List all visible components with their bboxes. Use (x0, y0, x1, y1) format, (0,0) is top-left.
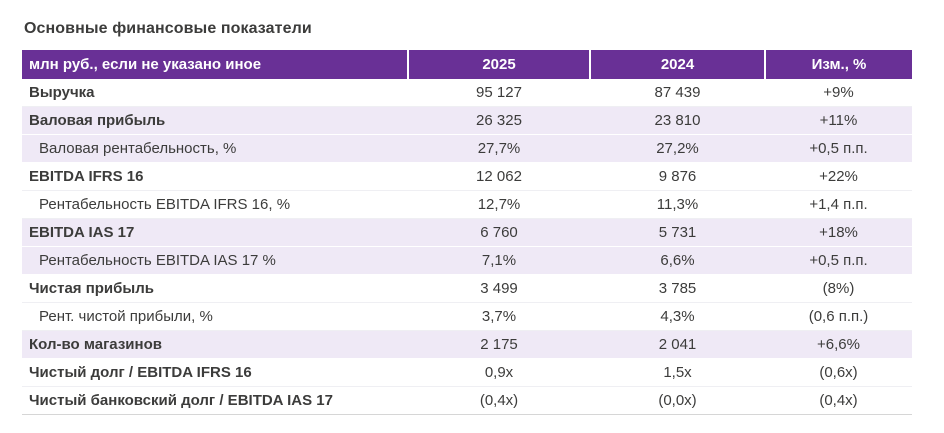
value-2024: (0,0x) (658, 392, 697, 409)
value-2025: 2 175 (480, 336, 518, 353)
table-row: Чистый долг / EBITDA IFRS 16 0,9x 1,5x (… (22, 358, 912, 387)
table-row: Валовая рентабельность, % 27,7% 27,2% +0… (22, 134, 912, 163)
value-change: +9% (823, 84, 854, 101)
value-2024: 87 439 (654, 84, 701, 101)
metric-label: Валовая прибыль (29, 112, 166, 129)
value-change: +22% (819, 168, 858, 185)
metric-label: Рентабельность EBITDA IAS 17 % (39, 252, 276, 269)
metric-label: Кол-во магазинов (29, 336, 162, 353)
metric-label: Чистая прибыль (29, 280, 154, 297)
value-2025: 12 062 (476, 168, 522, 185)
table-row: Чистый банковский долг / EBITDA IAS 17 (… (22, 386, 912, 415)
value-2025: (0,4x) (479, 392, 519, 409)
page-title: Основные финансовые показатели (24, 20, 312, 37)
value-change: +11% (819, 112, 858, 129)
value-2025: 3,7% (481, 308, 517, 325)
table-row: Кол-во магазинов 2 175 2 041 +6,6% (22, 330, 912, 359)
value-2024: 11,3% (656, 196, 699, 213)
metric-label: Рентабельность EBITDA IFRS 16, % (39, 196, 291, 213)
value-change: (0,6 п.п.) (808, 308, 869, 325)
value-2024: 23 810 (654, 112, 701, 129)
value-2024: 1,5x (663, 364, 692, 381)
value-change: +1,4 п.п. (809, 196, 868, 213)
table-row: Валовая прибыль 26 325 23 810 +11% (22, 106, 912, 135)
table-row: EBITDA IAS 17 6 760 5 731 +18% (22, 218, 912, 247)
header-column-change: Изм., % (764, 50, 912, 79)
table-body: Выручка 95 127 87 439 +9% Валовая прибыл… (22, 79, 912, 415)
value-2024: 27,2% (656, 140, 699, 157)
value-2024: 4,3% (660, 308, 695, 325)
table-row: Чистая прибыль 3 499 3 785 (8%) (22, 274, 912, 303)
metric-label: Валовая рентабельность, % (39, 140, 237, 157)
metric-label: Чистый банковский долг / EBITDA IAS 17 (29, 392, 333, 409)
value-2024: 3 785 (658, 280, 697, 297)
metric-label: Выручка (29, 84, 95, 101)
table-header-row: млн руб., если не указано иное 2025 2024… (22, 50, 912, 79)
metric-label: EBITDA IAS 17 (29, 224, 135, 241)
financial-table: млн руб., если не указано иное 2025 2024… (22, 50, 912, 415)
value-change: +0,5 п.п. (809, 252, 868, 269)
value-2024: 5 731 (658, 224, 697, 241)
value-change: +6,6% (817, 336, 860, 353)
table-row: Выручка 95 127 87 439 +9% (22, 79, 912, 107)
metric-label: EBITDA IFRS 16 (29, 168, 144, 185)
value-2025: 7,1% (481, 252, 517, 269)
value-2024: 9 876 (658, 168, 697, 185)
table-row: Рентабельность EBITDA IFRS 16, % 12,7% 1… (22, 190, 912, 219)
value-change: (0,6x) (819, 364, 858, 381)
value-2025: 6 760 (480, 224, 518, 241)
table-row: EBITDA IFRS 16 12 062 9 876 +22% (22, 162, 912, 191)
value-2025: 12,7% (477, 196, 521, 213)
metric-label: Чистый долг / EBITDA IFRS 16 (29, 364, 252, 381)
metric-label: Рент. чистой прибыли, % (39, 308, 213, 325)
value-change: (0,4x) (819, 392, 858, 409)
value-2024: 2 041 (658, 336, 697, 353)
value-change: (8%) (822, 280, 855, 297)
value-change: +18% (819, 224, 858, 241)
value-2024: 6,6% (660, 252, 695, 269)
value-2025: 27,7% (477, 140, 521, 157)
header-units-label: млн руб., если не указано иное (29, 56, 262, 73)
table-row: Рентабельность EBITDA IAS 17 % 7,1% 6,6%… (22, 246, 912, 275)
header-column-2024: 2024 (589, 50, 765, 79)
value-2025: 3 499 (480, 280, 518, 297)
table-row: Рент. чистой прибыли, % 3,7% 4,3% (0,6 п… (22, 302, 912, 331)
value-2025: 26 325 (476, 112, 522, 129)
value-2025: 0,9x (484, 364, 514, 381)
header-column-2025: 2025 (407, 50, 590, 79)
value-change: +0,5 п.п. (809, 140, 868, 157)
value-2025: 95 127 (476, 84, 522, 101)
